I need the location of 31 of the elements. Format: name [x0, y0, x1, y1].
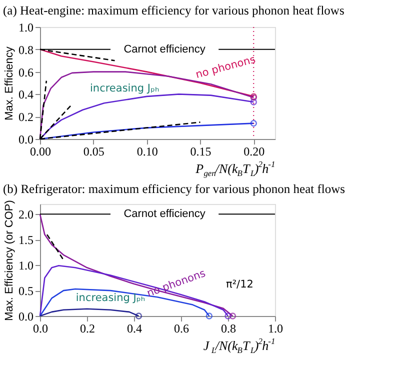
y-tick-label: 1.0 [18, 258, 34, 273]
y-tick-label: 0.0 [18, 132, 34, 146]
ref-line-label: Carnot efficiency [124, 208, 206, 220]
y-tick-label: 1.5 [18, 233, 34, 248]
y-axis-title: Max. Efficiency [4, 46, 16, 120]
y-tick-label: 0.6 [18, 65, 34, 80]
x-tick-label: 0.8 [221, 322, 236, 336]
annotation: increasing Jₚₕ [76, 292, 146, 304]
x-tick-label: 0.00 [30, 144, 51, 158]
y-tick-label: 1.0 [18, 20, 34, 34]
x-tick-label: 0.05 [83, 144, 104, 158]
x-tick-label: 0.0 [33, 322, 48, 336]
x-tick-label: 0.6 [174, 322, 189, 336]
x-tick-label: 1.0 [268, 322, 283, 336]
y-axis-title: Max. Efficiency (or COP) [4, 200, 16, 321]
annotation: increasing Jₚₕ [90, 82, 160, 95]
chart-title: (a) Heat-engine: maximum efficiency for various phonon heat flows [3, 4, 344, 18]
x-tick-label: 0.2 [80, 322, 95, 336]
y-tick-label: 0.8 [18, 42, 34, 57]
ref-line-label: Carnot efficiency [124, 43, 206, 56]
x-tick-label: 0.4 [127, 322, 142, 336]
y-tick-label: 0.4 [18, 88, 34, 102]
x-tick-label: 0.10 [136, 144, 158, 158]
y-tick-label: 0.2 [18, 110, 34, 124]
y-tick-label: 2.0 [18, 208, 34, 222]
annotation: π²/12 [226, 278, 254, 291]
y-tick-label: 0.0 [18, 310, 34, 324]
y-tick-label: 0.5 [18, 284, 34, 298]
x-tick-label: 0.20 [244, 144, 265, 158]
x-tick-label: 0.15 [190, 144, 212, 158]
chart-title: (b) Refrigerator: maximum efficiency for various phonon heat flows [3, 182, 346, 196]
